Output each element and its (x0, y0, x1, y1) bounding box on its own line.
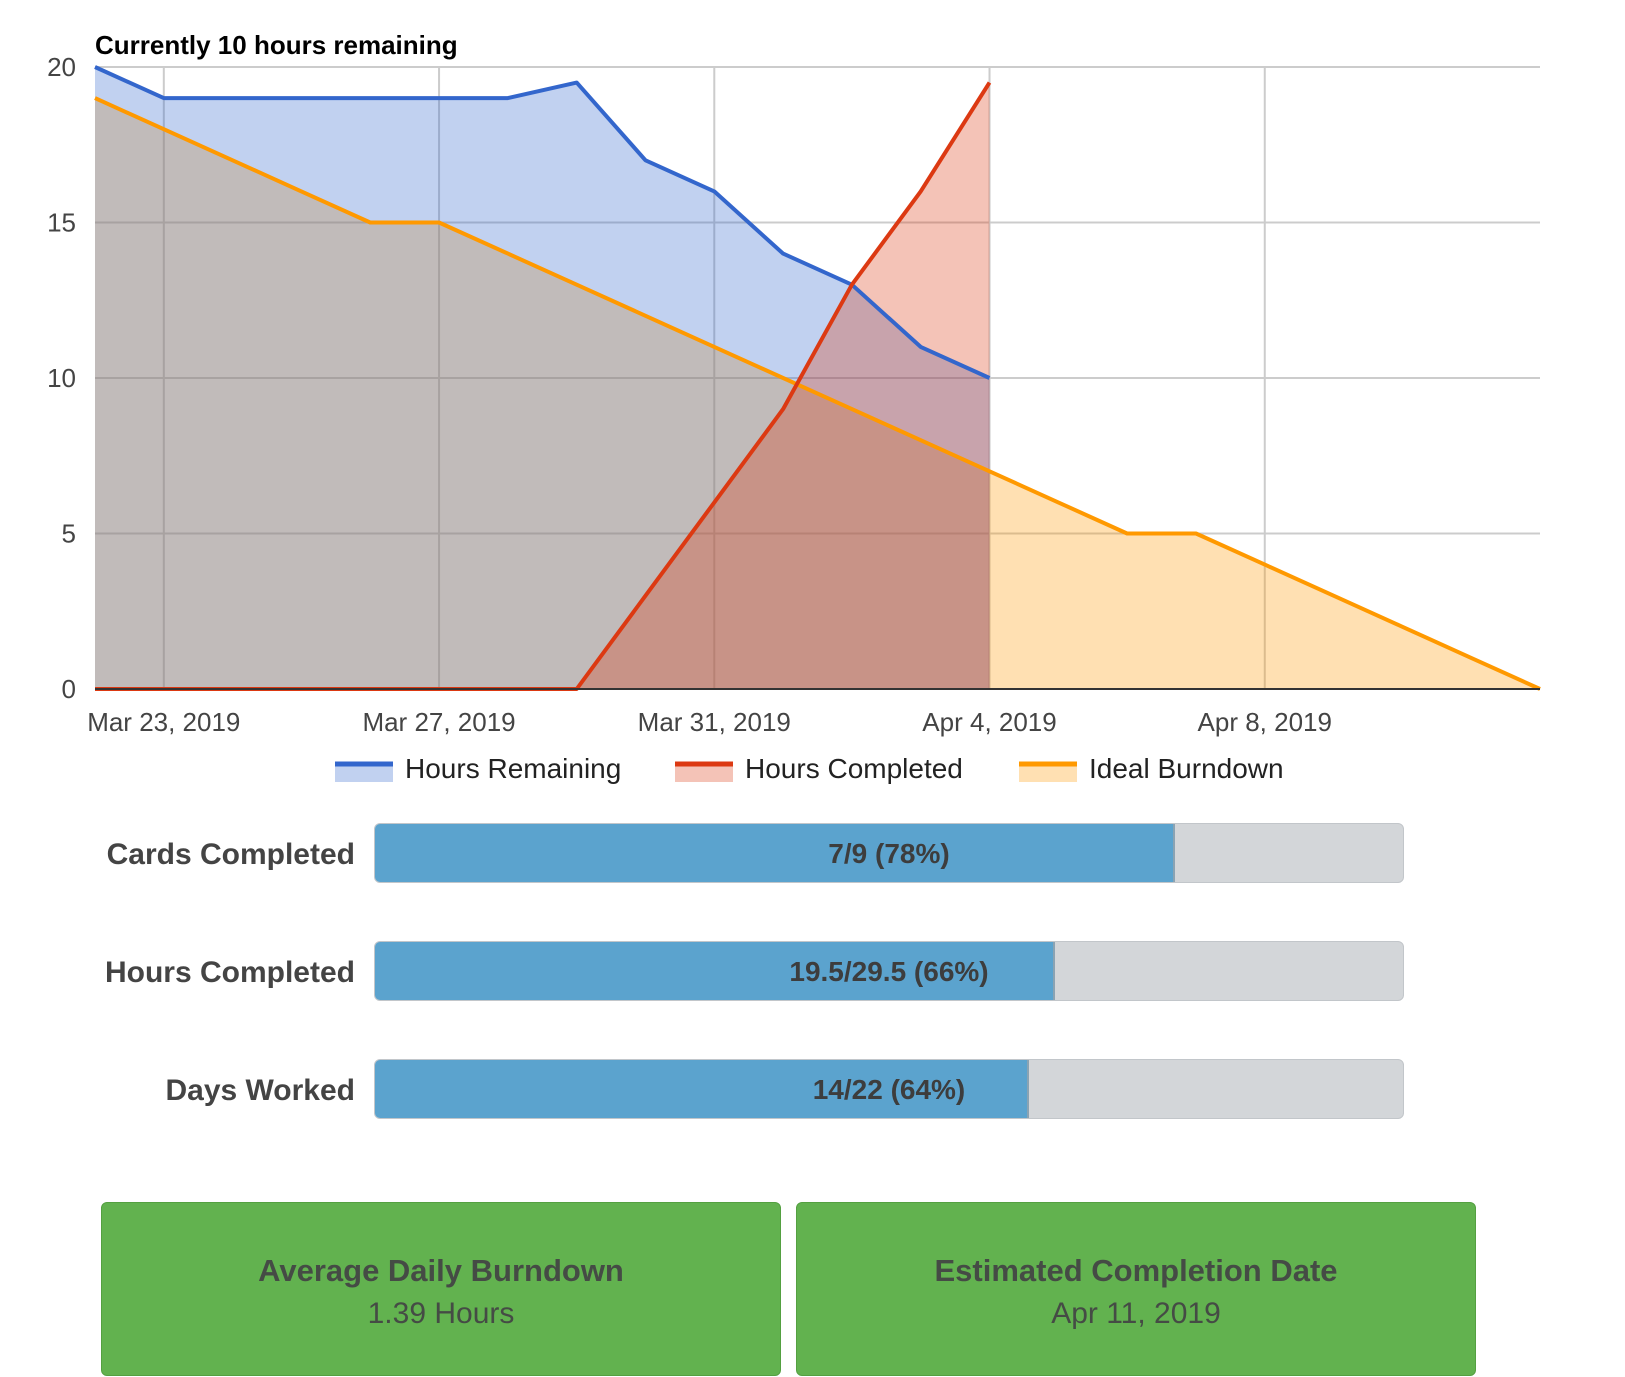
progress-bar: 7/9 (78%) (374, 823, 1404, 883)
estimated-completion-date-card: Estimated Completion Date Apr 11, 2019 (796, 1202, 1476, 1376)
hours-completed-area (95, 82, 990, 690)
stat-cards-completed: Cards Completed 7/9 (78%) (0, 823, 1625, 887)
x-axis-ticks: Mar 23, 2019 Mar 27, 2019 Mar 31, 2019 Apr … (87, 707, 1332, 737)
progress-bar: 19.5/29.5 (66%) (374, 941, 1404, 1001)
x-tick-label: Mar 27, 2019 (362, 707, 515, 737)
chart-title: Currently 10 hours remaining (95, 30, 458, 60)
hours-remaining-area (95, 67, 990, 689)
legend-swatch (1019, 762, 1077, 782)
card-value: 1.39 Hours (367, 1297, 515, 1330)
progress-fill (375, 942, 1055, 1000)
x-tick-label: Mar 23, 2019 (87, 707, 240, 737)
x-tick-label: Apr 4, 2019 (922, 707, 1056, 737)
progress-text: 14/22 (64%) (812, 1074, 966, 1105)
legend-label: Hours Remaining (405, 753, 621, 784)
progress-text: 7/9 (78%) (828, 838, 950, 869)
legend-item-ideal-burndown: Ideal Burndown (1019, 753, 1284, 784)
ideal-burndown-line (94, 96, 1541, 691)
stat-label: Cards Completed (106, 838, 355, 871)
x-tick-label: Apr 8, 2019 (1198, 707, 1332, 737)
card-value: Apr 11, 2019 (1051, 1297, 1221, 1330)
y-axis-ticks: 0 5 10 15 20 (47, 52, 76, 704)
burndown-chart: Currently 10 hours remaining 0 5 10 15 20 Ma… (47, 30, 1541, 784)
legend-item-hours-remaining: Hours Remaining (335, 753, 621, 784)
chart-legend: Hours Remaining Hours Completed Ideal Burn… (335, 753, 1284, 784)
stat-label: Days Worked (165, 1074, 355, 1107)
legend-item-hours-completed: Hours Completed (675, 753, 963, 784)
legend-label: Ideal Burndown (1089, 753, 1284, 784)
card-title: Average Daily Burndown (258, 1253, 624, 1288)
stat-days-worked: Days Worked 14/22 (64%) (0, 1059, 1625, 1123)
progress-fill (375, 1060, 1030, 1118)
chart-gridlines (95, 66, 1540, 689)
progress-text: 19.5/29.5 (66%) (789, 956, 989, 987)
y-tick-label: 5 (62, 519, 76, 549)
average-daily-burndown-card: Average Daily Burndown 1.39 Hours (101, 1202, 781, 1376)
progress-fill (375, 824, 1175, 882)
y-tick-label: 0 (62, 674, 76, 704)
x-tick-label: Mar 31, 2019 (638, 707, 791, 737)
progress-bar: 14/22 (64%) (374, 1059, 1404, 1119)
legend-swatch (335, 762, 393, 782)
y-tick-label: 20 (47, 52, 76, 82)
card-title: Estimated Completion Date (934, 1253, 1338, 1288)
stat-hours-completed: Hours Completed 19.5/29.5 (66%) (0, 941, 1625, 1005)
legend-swatch (675, 762, 733, 782)
hours-remaining-line (94, 65, 991, 380)
y-tick-label: 10 (47, 363, 76, 393)
y-tick-label: 15 (47, 208, 76, 238)
stat-label: Hours Completed (104, 956, 355, 989)
legend-label: Hours Completed (745, 753, 963, 784)
